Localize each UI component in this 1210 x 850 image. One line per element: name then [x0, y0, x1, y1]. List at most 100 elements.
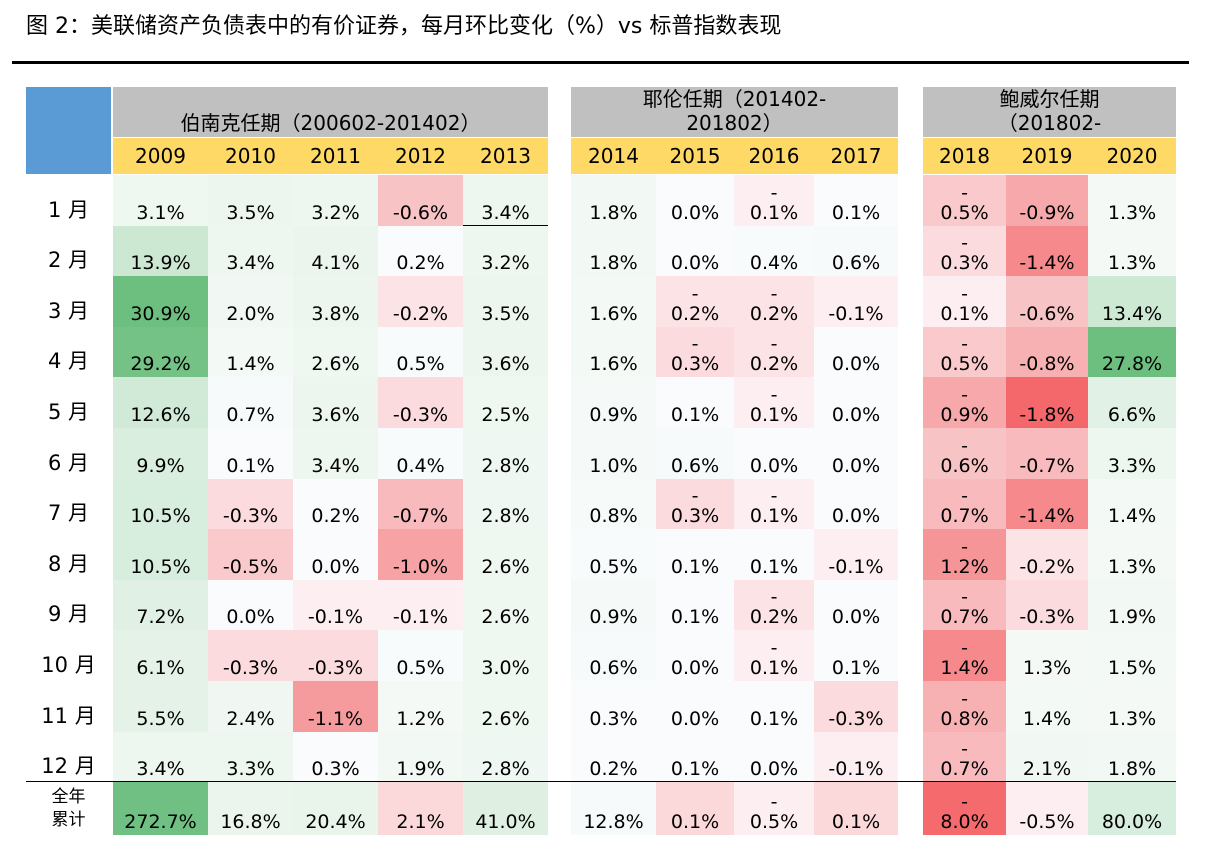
value-text: 0.0%: [670, 252, 720, 274]
value-cell: -0.1%: [734, 175, 814, 226]
row-label: 5 月: [47, 400, 90, 424]
value-cell: 1.8%: [571, 226, 656, 276]
value-text: 3.3%: [226, 758, 275, 780]
value-text: -1.4%: [1019, 252, 1075, 274]
value-cell: 0.1%: [656, 580, 734, 630]
value-cell: -1.0%: [378, 529, 463, 580]
value-cell: -0.5%: [208, 529, 293, 580]
value-text: 7.2%: [136, 606, 185, 628]
value-cell: 2.4%: [208, 681, 293, 732]
value-text: 0.0%: [670, 202, 720, 224]
value-text: 1.2%: [396, 708, 445, 730]
value-text: -0.1%: [828, 758, 884, 780]
value-cell: 2.8%: [463, 479, 548, 529]
value-text: 2.1%: [1022, 758, 1072, 780]
value-cell: -0.9%: [923, 377, 1006, 428]
value-cell: 0.1%: [656, 529, 734, 580]
value-cell: -0.7%: [923, 580, 1006, 630]
value-text: 3.8%: [311, 303, 360, 325]
total-row-rule: [26, 781, 1176, 782]
row-label: 1 月: [47, 198, 90, 222]
value-text: 0.1%: [670, 404, 720, 426]
value-cell: 1.4%: [1088, 479, 1176, 529]
value-cell: 0.0%: [656, 226, 734, 276]
value-text: 12.6%: [130, 404, 191, 426]
value-cell: 0.0%: [208, 580, 293, 630]
value-cell: 0.3%: [293, 732, 378, 782]
value-cell: 0.1%: [814, 630, 898, 681]
value-text: 2.8%: [481, 505, 530, 527]
row-label: 11 月: [41, 704, 96, 728]
value-cell: 2.0%: [208, 276, 293, 327]
value-cell: 20.4%: [293, 782, 378, 835]
minus-sign: -: [961, 688, 968, 710]
group-header-2: 鲍威尔任期（201802-: [923, 87, 1176, 137]
value-cell: 0.1%: [208, 428, 293, 479]
value-cell: 1.3%: [1006, 630, 1088, 681]
value-text: 1.8%: [589, 202, 638, 224]
value-cell: 0.6%: [656, 428, 734, 479]
value-cell: -0.5%: [923, 175, 1006, 226]
value-text: 0.4%: [396, 455, 445, 477]
value-cell: 0.0%: [814, 428, 898, 479]
value-text: 1.5%: [1107, 657, 1157, 679]
value-text: 80.0%: [1101, 811, 1163, 833]
value-text: 1.8%: [1107, 758, 1157, 780]
value-cell: 3.2%: [293, 175, 378, 226]
value-text: 0.1%: [749, 556, 799, 578]
value-cell: -0.2%: [1006, 529, 1088, 580]
value-text: 3.4%: [136, 758, 185, 780]
value-cell: -0.2%: [378, 276, 463, 327]
value-cell: 1.8%: [1088, 732, 1176, 782]
value-text: 0.6%: [940, 455, 989, 477]
value-text: 10.5%: [130, 505, 191, 527]
value-text: -0.5%: [222, 556, 279, 578]
value-cell: 0.0%: [814, 377, 898, 428]
row-label: 全年累计: [51, 786, 86, 830]
year-header-2011: 2011: [293, 138, 378, 174]
value-text: 1.3%: [1107, 252, 1157, 274]
year-header-2016: 2016: [734, 138, 814, 174]
value-cell: 1.6%: [571, 276, 656, 327]
value-text: 0.0%: [831, 455, 881, 477]
minus-sign: -: [770, 586, 778, 608]
value-cell: 1.3%: [1088, 681, 1176, 732]
value-text: 272.7%: [124, 811, 197, 833]
value-text: -0.6%: [1019, 303, 1075, 325]
title-rule: [12, 61, 1189, 64]
value-text: 9.9%: [136, 455, 185, 477]
value-text: 1.4%: [226, 353, 275, 375]
value-cell: -0.2%: [656, 276, 734, 327]
value-cell: -0.1%: [293, 580, 378, 630]
value-text: 0.0%: [670, 657, 720, 679]
value-text: 0.7%: [940, 606, 989, 628]
value-text: 0.2%: [589, 758, 638, 780]
value-cell: -0.5%: [1006, 782, 1088, 835]
value-cell: -1.2%: [923, 529, 1006, 580]
corner-header-cell: [26, 87, 111, 174]
value-text: -0.5%: [1019, 811, 1075, 833]
value-text: 2.6%: [481, 708, 530, 730]
value-text: 1.4%: [1107, 505, 1157, 527]
value-cell: 6.1%: [113, 630, 208, 681]
value-text: 1.0%: [589, 455, 638, 477]
value-cell: 13.4%: [1088, 276, 1176, 327]
value-text: 0.0%: [670, 708, 720, 730]
value-text: 0.2%: [749, 353, 799, 375]
row-label: 12 月: [41, 754, 96, 778]
value-cell: 3.6%: [463, 327, 548, 377]
value-cell: -0.7%: [923, 479, 1006, 529]
value-text: 1.4%: [940, 657, 989, 679]
value-cell: 0.1%: [814, 782, 898, 835]
value-text: 2.6%: [311, 353, 360, 375]
minus-sign: -: [770, 637, 778, 659]
value-cell: 2.6%: [463, 529, 548, 580]
value-cell: 1.4%: [1006, 681, 1088, 732]
value-text: 0.3%: [589, 708, 638, 730]
value-text: -0.7%: [392, 505, 449, 527]
value-cell: -1.4%: [923, 630, 1006, 681]
group-header-label: 耶伦任期（201402-201802）: [642, 87, 827, 135]
year-header-2017: 2017: [814, 138, 898, 174]
value-cell: 0.0%: [814, 580, 898, 630]
value-text: 6.6%: [1107, 404, 1157, 426]
